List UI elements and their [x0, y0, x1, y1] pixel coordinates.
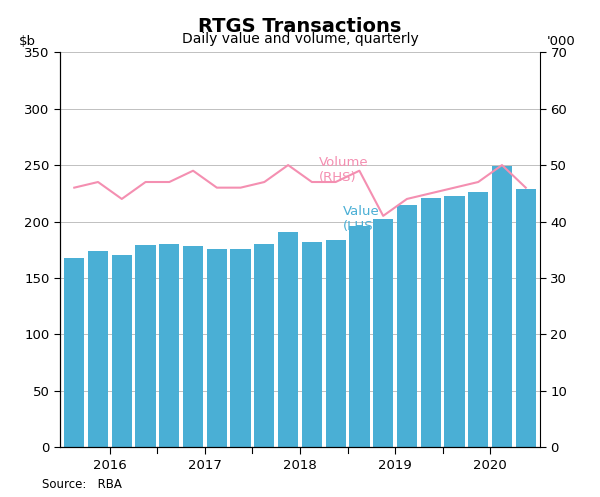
Bar: [254, 244, 274, 447]
Bar: [373, 219, 393, 447]
Text: Value
(LHS): Value (LHS): [343, 205, 380, 233]
Bar: [421, 198, 441, 447]
Bar: [492, 166, 512, 447]
Text: Source:   RBA: Source: RBA: [42, 478, 122, 491]
Bar: [64, 257, 85, 447]
Bar: [112, 255, 132, 447]
Bar: [397, 205, 417, 447]
Bar: [230, 248, 251, 447]
Bar: [278, 232, 298, 447]
Bar: [159, 244, 179, 447]
Text: Daily value and volume, quarterly: Daily value and volume, quarterly: [182, 32, 418, 46]
Bar: [349, 226, 370, 447]
Bar: [88, 251, 108, 447]
Bar: [326, 240, 346, 447]
Text: Volume
(RHS): Volume (RHS): [319, 156, 368, 184]
Bar: [445, 195, 464, 447]
Text: '000: '000: [547, 35, 576, 48]
Bar: [207, 248, 227, 447]
Bar: [183, 247, 203, 447]
Bar: [515, 189, 536, 447]
Bar: [302, 242, 322, 447]
Bar: [136, 245, 155, 447]
Bar: [468, 192, 488, 447]
Text: RTGS Transactions: RTGS Transactions: [199, 17, 401, 36]
Text: $b: $b: [19, 35, 36, 48]
